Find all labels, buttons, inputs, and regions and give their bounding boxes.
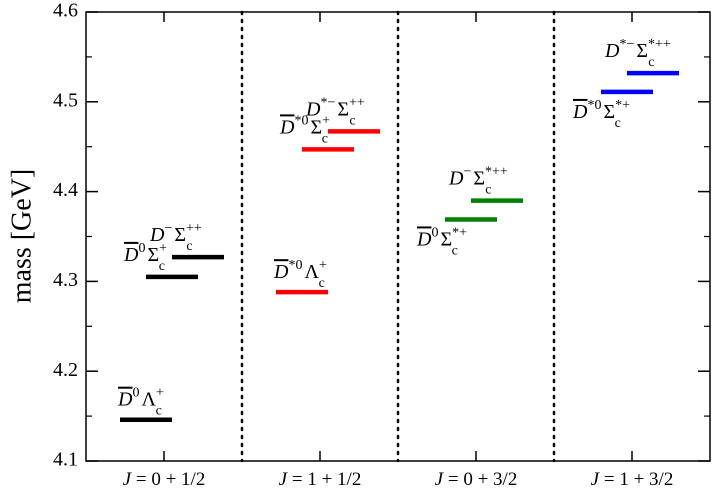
y-tick-label: 4.6 [53,0,78,22]
level-label: D*0 Σ+ c [279,113,330,146]
y-tick-label: 4.4 [53,179,78,201]
group-label-3: J = 1 + 3/2 [591,469,674,490]
level-label: D0 Λ+ c [117,386,164,419]
level-label: D*0 Σ*+ c [572,98,630,131]
group-label-0: J = 0 + 1/2 [123,469,206,490]
level-label: D− Σ++ c [149,221,202,254]
y-tick-label: 4.3 [53,269,78,291]
group-label-1: J = 1 + 1/2 [279,469,362,490]
level-label: D0 Σ*+ c [416,225,467,258]
level-label: D*− Σ++ c [305,95,365,128]
y-tick-label: 4.5 [53,89,78,111]
level-label: D*0 Λ+ c [273,258,327,291]
group-label-2: J = 0 + 3/2 [435,469,518,490]
y-tick-label: 4.2 [53,359,78,381]
level-label: D− Σ*++ c [448,165,508,198]
y-axis-title: mass [GeV] [6,169,37,304]
level-label: D*− Σ*++ c [604,37,671,70]
y-tick-label: 4.1 [53,449,78,471]
level-label: D0 Σ+ c [123,241,167,274]
